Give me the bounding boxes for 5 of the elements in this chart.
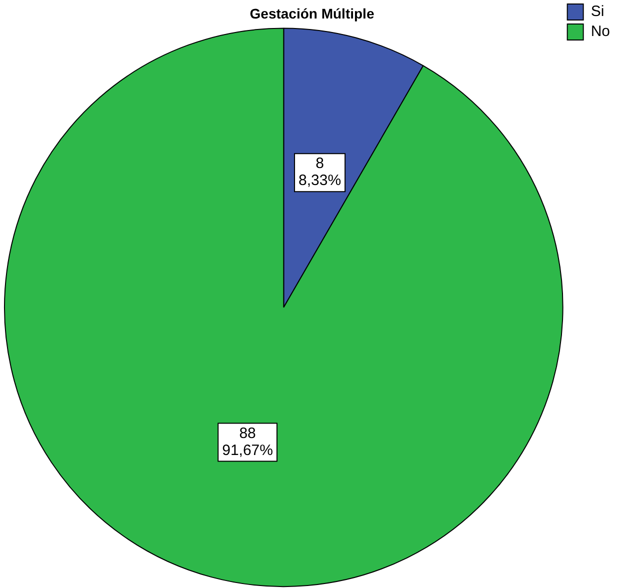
- data-label: 8 8,33%: [298, 155, 342, 190]
- legend-label: Si: [590, 3, 604, 20]
- legend-label: No: [590, 23, 610, 40]
- chart-title: Gestación Múltiple: [250, 5, 374, 22]
- data-label: 88 91,67%: [222, 424, 273, 459]
